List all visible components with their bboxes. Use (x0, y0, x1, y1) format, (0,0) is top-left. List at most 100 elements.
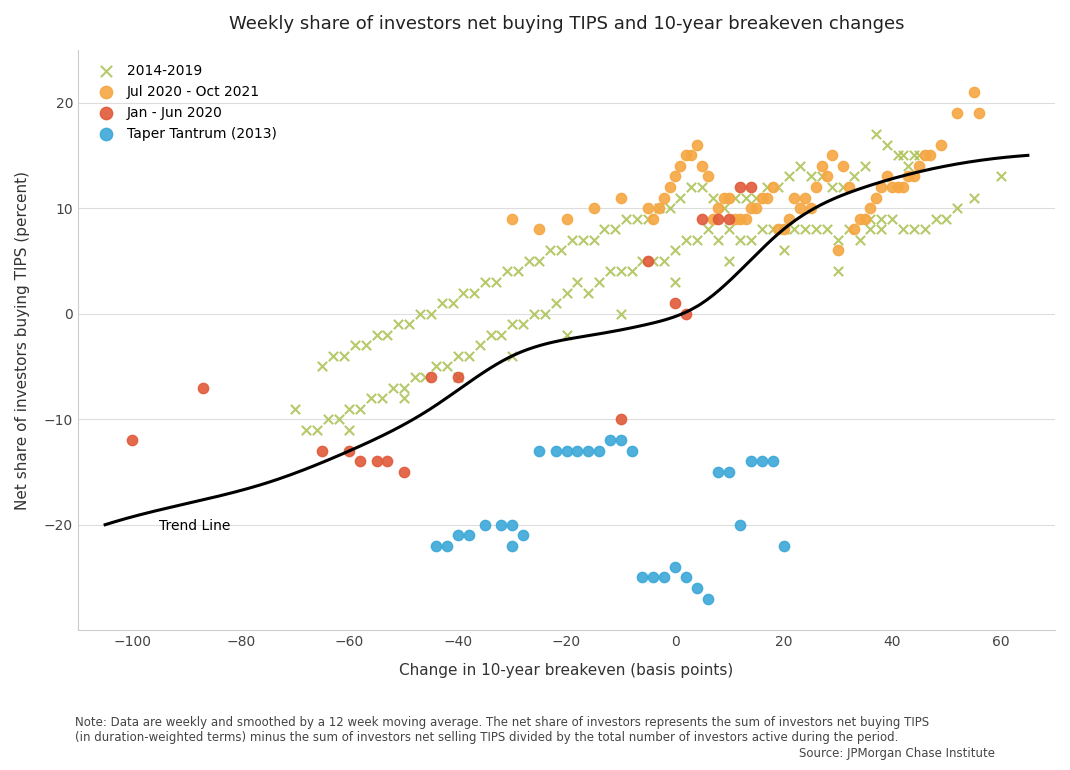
Jul 2020 - Oct 2021 (769, 223, 786, 236)
2014-2019 (856, 159, 873, 172)
2014-2019 (965, 192, 982, 204)
Jan - Jun 2020 (124, 434, 141, 447)
2014-2019 (585, 233, 602, 246)
2014-2019 (287, 403, 304, 415)
Jul 2020 - Oct 2021 (835, 159, 852, 172)
Jul 2020 - Oct 2021 (704, 213, 721, 225)
2014-2019 (471, 339, 488, 351)
2014-2019 (677, 233, 694, 246)
Jul 2020 - Oct 2021 (965, 86, 982, 99)
Jul 2020 - Oct 2021 (921, 149, 938, 162)
2014-2019 (743, 233, 760, 246)
2014-2019 (656, 255, 673, 267)
Jul 2020 - Oct 2021 (862, 202, 880, 214)
2014-2019 (601, 266, 618, 278)
Jul 2020 - Oct 2021 (900, 170, 917, 182)
2014-2019 (808, 223, 825, 236)
2014-2019 (916, 223, 933, 236)
2014-2019 (727, 192, 744, 204)
Taper Tantrum (2013) (732, 518, 749, 531)
Jul 2020 - Oct 2021 (797, 192, 814, 204)
2014-2019 (575, 233, 592, 246)
2014-2019 (395, 392, 412, 404)
2014-2019 (785, 223, 802, 236)
Jul 2020 - Oct 2021 (819, 170, 836, 182)
Jul 2020 - Oct 2021 (792, 202, 809, 214)
Jul 2020 - Oct 2021 (829, 244, 846, 256)
Jul 2020 - Oct 2021 (840, 181, 857, 193)
Jul 2020 - Oct 2021 (737, 213, 754, 225)
Jul 2020 - Oct 2021 (699, 170, 716, 182)
2014-2019 (564, 233, 581, 246)
2014-2019 (557, 286, 575, 299)
2014-2019 (753, 223, 770, 236)
2014-2019 (759, 181, 776, 193)
2014-2019 (515, 318, 532, 330)
2014-2019 (487, 276, 504, 288)
2014-2019 (840, 223, 857, 236)
2014-2019 (748, 192, 765, 204)
2014-2019 (417, 371, 434, 383)
Jul 2020 - Oct 2021 (949, 107, 966, 119)
Jan - Jun 2020 (341, 445, 358, 457)
2014-2019 (873, 213, 890, 225)
2014-2019 (792, 159, 809, 172)
Taper Tantrum (2013) (656, 571, 673, 584)
Jan - Jun 2020 (379, 455, 396, 467)
2014-2019 (455, 286, 472, 299)
2014-2019 (900, 159, 917, 172)
Text: Source: JPMorgan Chase Institute: Source: JPMorgan Chase Institute (799, 747, 995, 760)
Jul 2020 - Oct 2021 (759, 192, 776, 204)
2014-2019 (645, 255, 662, 267)
2014-2019 (878, 139, 896, 151)
Taper Tantrum (2013) (449, 529, 467, 541)
Jan - Jun 2020 (395, 466, 412, 478)
2014-2019 (623, 266, 640, 278)
Taper Tantrum (2013) (531, 445, 548, 457)
2014-2019 (384, 381, 401, 393)
Jan - Jun 2020 (667, 297, 684, 310)
Taper Tantrum (2013) (460, 529, 477, 541)
Taper Tantrum (2013) (428, 540, 445, 552)
Jul 2020 - Oct 2021 (889, 181, 906, 193)
2014-2019 (819, 223, 836, 236)
2014-2019 (531, 255, 548, 267)
2014-2019 (764, 223, 781, 236)
Jul 2020 - Oct 2021 (677, 149, 694, 162)
2014-2019 (439, 360, 456, 373)
Jul 2020 - Oct 2021 (716, 192, 733, 204)
2014-2019 (737, 192, 754, 204)
2014-2019 (709, 233, 727, 246)
2014-2019 (721, 255, 738, 267)
2014-2019 (536, 307, 553, 320)
2014-2019 (525, 307, 542, 320)
Jul 2020 - Oct 2021 (667, 170, 684, 182)
Taper Tantrum (2013) (601, 434, 618, 447)
Jan - Jun 2020 (368, 455, 385, 467)
2014-2019 (612, 266, 629, 278)
Jul 2020 - Oct 2021 (531, 223, 548, 236)
2014-2019 (775, 223, 792, 236)
Jul 2020 - Oct 2021 (878, 170, 896, 182)
2014-2019 (460, 350, 477, 362)
Jul 2020 - Oct 2021 (884, 181, 901, 193)
Jul 2020 - Oct 2021 (732, 213, 749, 225)
2014-2019 (938, 213, 956, 225)
2014-2019 (395, 381, 412, 393)
2014-2019 (352, 403, 369, 415)
2014-2019 (314, 360, 331, 373)
2014-2019 (341, 403, 358, 415)
2014-2019 (775, 244, 792, 256)
Jul 2020 - Oct 2021 (911, 159, 928, 172)
Taper Tantrum (2013) (688, 582, 705, 594)
Jan - Jun 2020 (732, 181, 749, 193)
2014-2019 (411, 307, 428, 320)
Jul 2020 - Oct 2021 (693, 159, 710, 172)
Jul 2020 - Oct 2021 (873, 181, 890, 193)
Taper Tantrum (2013) (580, 445, 597, 457)
Text: Note: Data are weekly and smoothed by a 12 week moving average. The net share of: Note: Data are weekly and smoothed by a … (75, 716, 929, 744)
2014-2019 (667, 276, 684, 288)
2014-2019 (911, 149, 928, 162)
Text: Trend Line: Trend Line (159, 520, 231, 534)
2014-2019 (465, 286, 483, 299)
